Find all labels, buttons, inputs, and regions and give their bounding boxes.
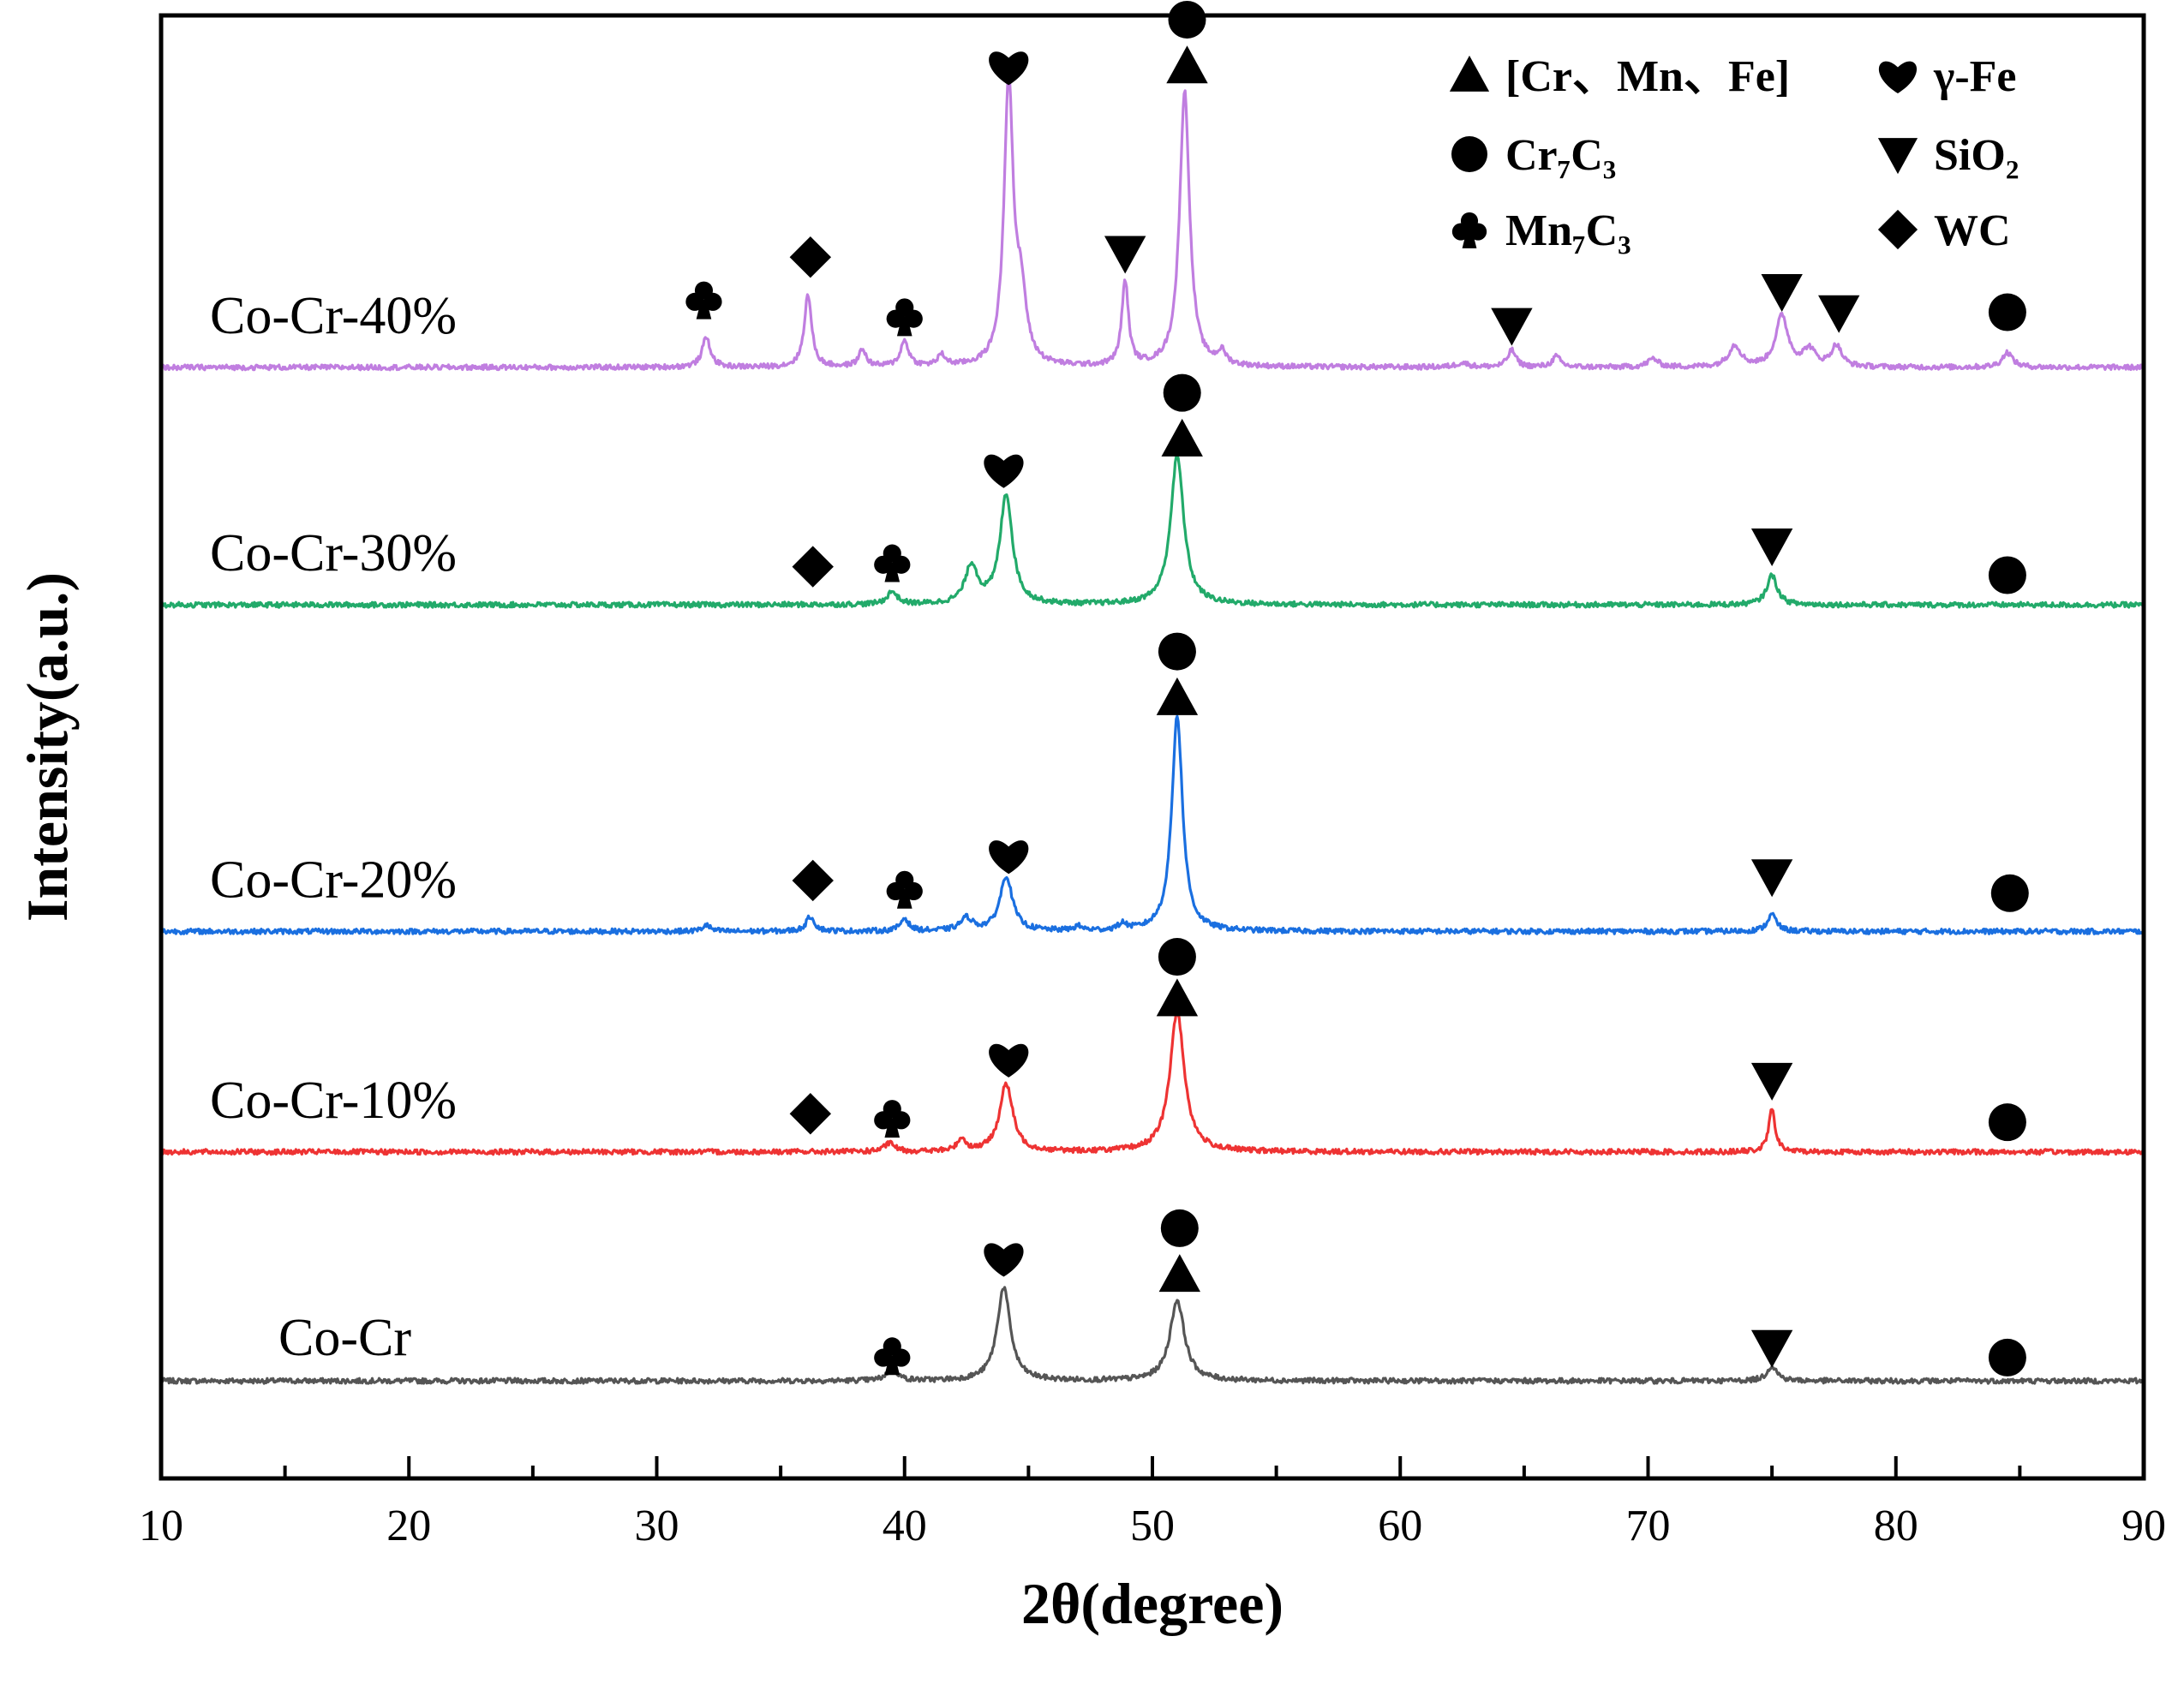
series-line-co-cr-40-	[160, 69, 2145, 372]
marker-gfe-2-2	[989, 840, 1029, 875]
series-labels-layer: Co-Cr Co-Cr-10% Co-Cr-20% Co-Cr-30% Co-Cr-40…	[210, 287, 457, 1367]
marker-mn7c3-4-2	[886, 298, 923, 337]
series-line-co-cr	[159, 1286, 2145, 1385]
x-tick-label: 50	[1130, 1502, 1175, 1550]
legend-label-wc: WC	[1934, 206, 2011, 255]
legend-label-sio2: SiO₂	[1934, 131, 2019, 180]
marker-sio2-0-4	[1750, 1329, 1793, 1368]
marker-sio2-3-5	[1750, 529, 1793, 567]
marker-mn7c3-2-1	[886, 870, 923, 909]
x-tick-label: 30	[635, 1502, 679, 1550]
marker-sio2-4-4	[1104, 236, 1146, 274]
marker-cr7c3-3-4	[1163, 373, 1201, 412]
marker-sio2-4-9	[1818, 295, 1860, 333]
marker-cmf-4-5	[1166, 45, 1208, 84]
x-tick-label: 20	[386, 1502, 431, 1550]
x-tick-label: 90	[2121, 1502, 2166, 1550]
marker-cr7c3-0-3	[1160, 1209, 1199, 1247]
y-axis-title: Intensity(a.u.)	[15, 572, 80, 922]
series-line-co-cr-20-	[160, 714, 2145, 935]
marker-gfe-1-2	[989, 1043, 1029, 1078]
marker-wc-2-0	[792, 859, 834, 902]
series-label: Co-Cr-20%	[210, 851, 457, 909]
marker-mn7c3-4-0	[685, 281, 722, 319]
x-tick-label: 10	[139, 1502, 183, 1550]
x-tick-label: 80	[1874, 1502, 1918, 1550]
series-line-co-cr-10-	[159, 1010, 2145, 1156]
series-label: Co-Cr-40%	[210, 287, 457, 345]
marker-mn7c3-0-0	[874, 1337, 911, 1376]
legend-symbol-sio2	[1877, 138, 1918, 175]
x-axis-title: 2θ(degree)	[1021, 1571, 1283, 1636]
plot-frame	[159, 13, 2146, 1481]
marker-mn7c3-3-1	[874, 544, 911, 582]
series-label: Co-Cr-10%	[210, 1072, 457, 1130]
series-label: Co-Cr-30%	[210, 524, 457, 582]
marker-cr7c3-0-5	[1988, 1338, 2026, 1377]
marker-cmf-3-3	[1161, 418, 1203, 457]
marker-mn7c3-1-1	[874, 1100, 911, 1138]
marker-cr7c3-4-10	[1988, 293, 2026, 331]
curves-layer	[159, 69, 2145, 1385]
marker-cr7c3-2-6	[1990, 874, 2029, 912]
legend: [Cr、Mn、Fe] γ-Fe Cr₇C₃ SiO₂ Mn₇C₃ WC	[1449, 52, 2019, 255]
legend-symbol-mn7c3	[1451, 212, 1487, 248]
marker-wc-4-1	[789, 236, 832, 278]
x-tick-label: 40	[883, 1502, 927, 1550]
marker-gfe-0-1	[984, 1243, 1024, 1277]
marker-sio2-2-5	[1750, 859, 1793, 898]
marker-wc-1-0	[789, 1093, 832, 1135]
series-line-co-cr-30-	[159, 454, 2145, 609]
marker-cr7c3-1-4	[1158, 938, 1196, 976]
legend-symbol-gfe	[1878, 61, 1918, 93]
marker-cmf-0-2	[1158, 1254, 1201, 1293]
legend-symbol-wc	[1877, 209, 1918, 250]
marker-cr7c3-4-6	[1168, 0, 1206, 39]
marker-cmf-2-3	[1156, 677, 1199, 715]
legend-label-gfe: γ-Fe	[1933, 52, 2016, 101]
marker-cmf-1-3	[1156, 978, 1199, 1017]
marker-cr7c3-3-6	[1988, 556, 2026, 594]
marker-sio2-1-5	[1750, 1062, 1793, 1101]
marker-sio2-4-7	[1491, 308, 1533, 346]
legend-symbol-cr7c3	[1451, 136, 1487, 172]
x-tick-label: 60	[1378, 1502, 1422, 1550]
series-label: Co-Cr	[278, 1309, 411, 1367]
x-axis-ticks: 10 20 30 40 50 60 70 80 90	[139, 1456, 2166, 1550]
marker-cr7c3-2-4	[1158, 632, 1196, 671]
marker-gfe-4-3	[989, 51, 1029, 86]
legend-label-cmf: [Cr、Mn、Fe]	[1505, 52, 1790, 101]
marker-sio2-4-8	[1761, 273, 1803, 312]
x-tick-label: 70	[1626, 1502, 1671, 1550]
legend-label-mn7c3: Mn₇C₃	[1505, 206, 1631, 255]
marker-gfe-3-2	[984, 454, 1024, 488]
legend-label-cr7c3: Cr₇C₃	[1505, 131, 1616, 180]
marker-wc-3-0	[792, 546, 834, 588]
marker-cr7c3-1-6	[1988, 1103, 2026, 1142]
phase-markers-layer	[685, 0, 2029, 1377]
legend-symbol-cmf	[1449, 55, 1490, 92]
